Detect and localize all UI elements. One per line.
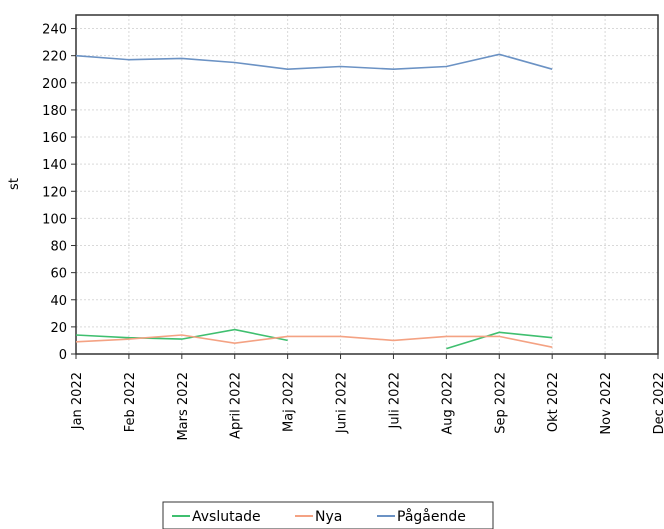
y-tick-label: 0 — [59, 348, 67, 363]
x-tick-label: Dec 2022 — [652, 372, 664, 434]
y-tick-label: 120 — [42, 185, 67, 200]
series-lines — [75, 53, 553, 350]
y-tick-label: 100 — [42, 212, 67, 227]
x-tick-label: Jan 2022 — [70, 372, 85, 430]
series-line-avslutade — [446, 331, 553, 350]
y-tick-label: 20 — [50, 321, 67, 336]
y-tick-label: 140 — [42, 158, 67, 173]
y-tick-label: 220 — [42, 50, 67, 65]
y-tick-label: 60 — [50, 267, 67, 282]
x-tick-label: Mars 2022 — [176, 372, 191, 441]
y-axis-label: st — [7, 178, 22, 190]
y-axis: 0 20 40 60 80 100 120 140 160 180 200 220 240 — [42, 23, 76, 363]
series-line-nya — [75, 334, 553, 348]
x-tick-label: Juli 2022 — [387, 372, 402, 430]
x-tick-label: April 2022 — [229, 372, 244, 439]
y-tick-label: 80 — [50, 240, 67, 255]
y-tick-label: 180 — [42, 104, 67, 119]
x-tick-label: Juni 2022 — [335, 372, 350, 434]
x-tick-label: Maj 2022 — [282, 372, 297, 432]
gridlines — [76, 15, 658, 354]
x-tick-label: Okt 2022 — [546, 372, 561, 432]
x-tick-label: Aug 2022 — [440, 372, 455, 435]
y-tick-label: 40 — [50, 294, 67, 309]
x-tick-label: Nov 2022 — [599, 372, 614, 435]
series-line-avslutade — [75, 328, 288, 342]
y-tick-label: 240 — [42, 23, 67, 38]
legend-label: Nya — [315, 509, 342, 525]
series-line-pågående — [75, 53, 553, 71]
x-tick-label: Feb 2022 — [123, 372, 138, 432]
x-axis: Jan 2022 Feb 2022 Mars 2022 April 2022 Maj 2… — [70, 354, 664, 441]
y-tick-label: 200 — [42, 77, 67, 92]
plot-area — [75, 14, 659, 355]
x-tick-label: Sep 2022 — [493, 372, 508, 434]
legend: Avslutade Nya Pågående — [162, 501, 494, 529]
legend-box — [162, 501, 494, 529]
legend-label: Avslutade — [192, 509, 261, 525]
y-tick-label: 160 — [42, 131, 67, 146]
legend-label: Pågående — [397, 508, 466, 525]
